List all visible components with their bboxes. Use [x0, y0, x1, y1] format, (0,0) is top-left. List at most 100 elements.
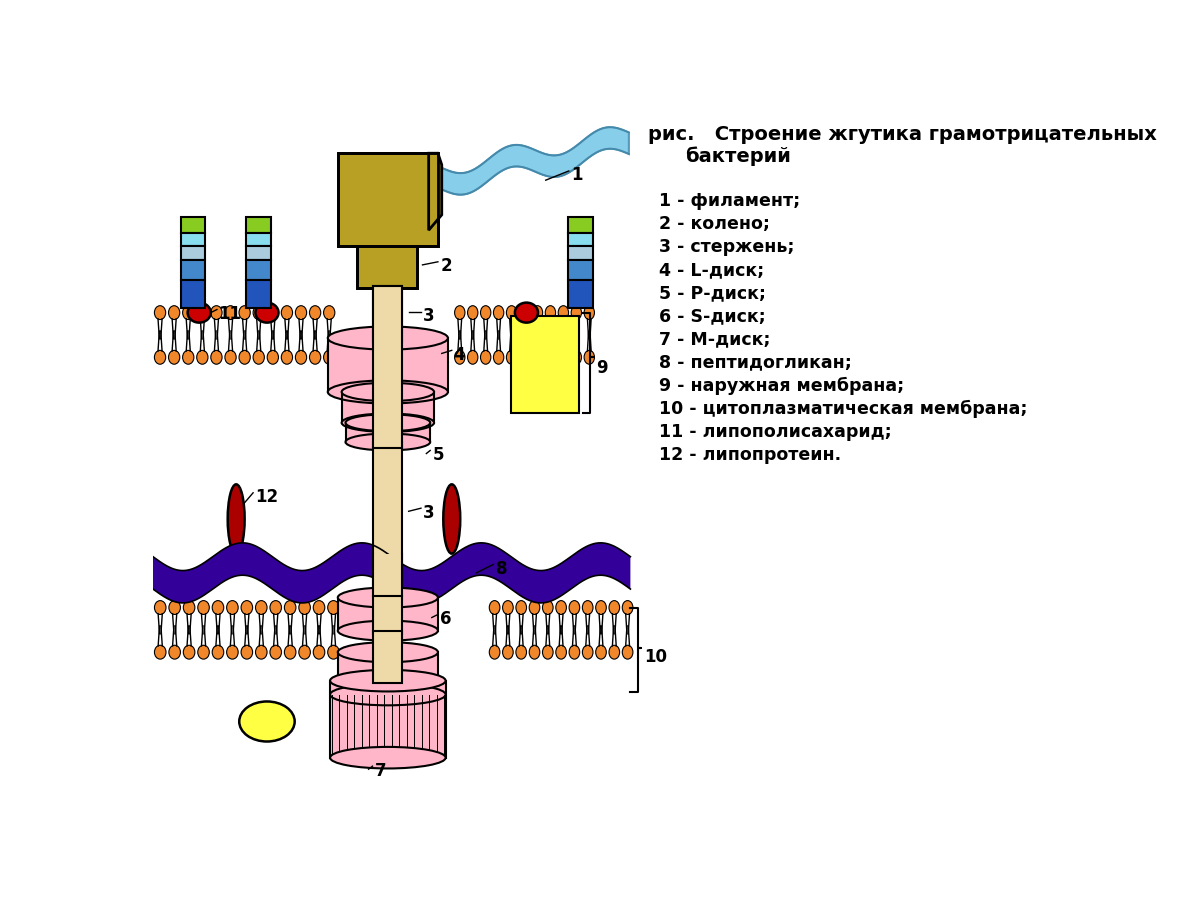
Ellipse shape	[558, 306, 569, 320]
Bar	[338, 153, 438, 246]
Ellipse shape	[310, 306, 320, 320]
Bar	[373, 553, 402, 596]
Ellipse shape	[239, 701, 295, 741]
Ellipse shape	[490, 645, 500, 659]
Ellipse shape	[168, 350, 180, 364]
Bar	[568, 247, 593, 261]
Text: 3: 3	[422, 307, 434, 325]
Bar	[181, 217, 205, 233]
Ellipse shape	[187, 303, 211, 322]
Bar	[246, 280, 271, 308]
Text: 3: 3	[422, 504, 434, 521]
Ellipse shape	[268, 306, 278, 320]
Ellipse shape	[155, 601, 166, 614]
Ellipse shape	[493, 350, 504, 364]
Ellipse shape	[253, 350, 264, 364]
Bar	[568, 261, 593, 280]
Ellipse shape	[313, 645, 325, 659]
Text: 2 - колено;: 2 - колено;	[659, 215, 770, 233]
Text: 12 - липопротеин.: 12 - липопротеин.	[659, 445, 841, 464]
Ellipse shape	[516, 601, 527, 614]
Ellipse shape	[582, 601, 593, 614]
Bar	[358, 246, 418, 288]
Ellipse shape	[212, 601, 223, 614]
Ellipse shape	[545, 350, 556, 364]
Ellipse shape	[155, 350, 166, 364]
Ellipse shape	[328, 645, 340, 659]
Ellipse shape	[182, 350, 194, 364]
Ellipse shape	[239, 306, 251, 320]
Ellipse shape	[227, 645, 238, 659]
Ellipse shape	[468, 350, 478, 364]
Ellipse shape	[503, 645, 514, 659]
Ellipse shape	[608, 601, 619, 614]
Ellipse shape	[346, 414, 431, 432]
Ellipse shape	[556, 645, 566, 659]
Ellipse shape	[533, 350, 542, 364]
Ellipse shape	[211, 306, 222, 320]
Bar	[246, 261, 271, 280]
Ellipse shape	[169, 645, 180, 659]
Text: 11: 11	[218, 305, 241, 322]
Ellipse shape	[155, 645, 166, 659]
Polygon shape	[442, 128, 629, 195]
Ellipse shape	[299, 645, 311, 659]
Text: рис.   Строение жгутика грамотрицательных: рис. Строение жгутика грамотрицательных	[648, 125, 1157, 144]
Ellipse shape	[241, 645, 253, 659]
Ellipse shape	[490, 601, 500, 614]
Bar	[181, 280, 205, 308]
Ellipse shape	[480, 350, 491, 364]
Ellipse shape	[270, 601, 282, 614]
Text: 4 - L-диск;: 4 - L-диск;	[659, 261, 764, 279]
Bar	[373, 286, 402, 448]
Ellipse shape	[168, 306, 180, 320]
Text: 1: 1	[571, 166, 583, 184]
Ellipse shape	[520, 306, 529, 320]
Bar	[246, 247, 271, 261]
Ellipse shape	[506, 306, 517, 320]
Ellipse shape	[342, 414, 434, 432]
Text: 7: 7	[374, 761, 386, 780]
Ellipse shape	[595, 645, 606, 659]
Ellipse shape	[493, 306, 504, 320]
Text: 7 - М-диск;: 7 - М-диск;	[659, 330, 770, 348]
Text: 8: 8	[496, 560, 508, 578]
Ellipse shape	[256, 303, 278, 322]
Bar	[358, 246, 418, 288]
Ellipse shape	[169, 601, 180, 614]
Ellipse shape	[212, 645, 223, 659]
Text: бактерий: бактерий	[685, 146, 791, 166]
Text: 8 - пептидогликан;: 8 - пептидогликан;	[659, 354, 852, 371]
Bar	[373, 596, 402, 635]
Ellipse shape	[529, 601, 540, 614]
Ellipse shape	[197, 306, 208, 320]
Bar	[338, 652, 438, 681]
Ellipse shape	[239, 350, 251, 364]
Ellipse shape	[342, 383, 434, 401]
Bar	[246, 217, 271, 233]
Ellipse shape	[571, 350, 582, 364]
Text: 9: 9	[596, 359, 608, 377]
Ellipse shape	[324, 306, 335, 320]
Bar	[246, 233, 271, 247]
Polygon shape	[428, 153, 442, 230]
Bar	[338, 153, 438, 246]
Ellipse shape	[556, 601, 566, 614]
Ellipse shape	[558, 350, 569, 364]
Ellipse shape	[253, 306, 264, 320]
Ellipse shape	[569, 601, 580, 614]
Ellipse shape	[533, 306, 542, 320]
Ellipse shape	[480, 306, 491, 320]
Ellipse shape	[542, 645, 553, 659]
Text: 5: 5	[432, 445, 444, 464]
Ellipse shape	[328, 326, 448, 349]
Ellipse shape	[295, 350, 307, 364]
Ellipse shape	[313, 601, 325, 614]
Ellipse shape	[338, 671, 438, 691]
Bar	[328, 338, 448, 392]
Ellipse shape	[584, 350, 594, 364]
Ellipse shape	[256, 645, 268, 659]
Ellipse shape	[224, 306, 236, 320]
Bar	[511, 316, 578, 413]
Text: 6: 6	[440, 610, 451, 627]
